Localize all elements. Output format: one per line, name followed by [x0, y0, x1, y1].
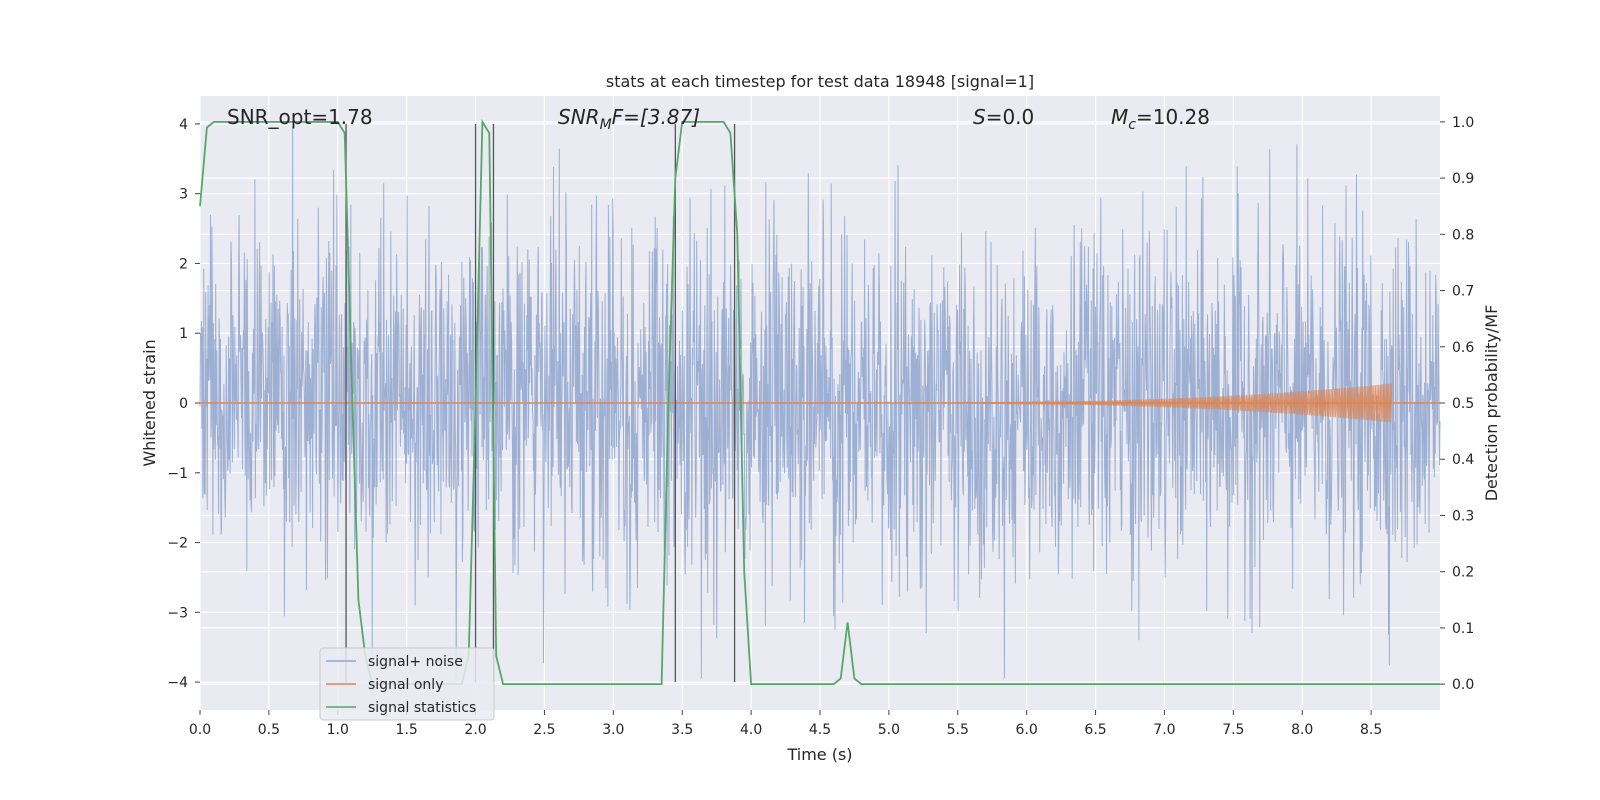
y-tick-label: −3 — [167, 605, 188, 621]
y-tick-label: −4 — [167, 675, 188, 691]
y2-axis-label: Detection probability/MF — [1482, 305, 1501, 502]
x-tick-label: 4.5 — [809, 722, 831, 738]
s-base: S — [973, 105, 986, 129]
annotation-mc: Mc=10.28 — [1111, 105, 1210, 133]
snr-mf-base: SNR — [558, 105, 600, 129]
y2-tick-label: 0.8 — [1452, 227, 1474, 243]
legend-label-signal-noise: signal+ noise — [368, 654, 463, 670]
y-tick-label: −2 — [167, 536, 188, 552]
y2-tick-label: 0.4 — [1452, 452, 1474, 468]
y2-tick-label: 0.0 — [1452, 677, 1474, 693]
x-tick-label: 5.0 — [878, 722, 900, 738]
y-tick-label: 0 — [179, 396, 188, 412]
x-tick-label: 3.0 — [602, 722, 624, 738]
x-tick-label: 5.5 — [947, 722, 969, 738]
x-tick-label: 1.5 — [396, 722, 418, 738]
y2-tick-label: 1.0 — [1452, 115, 1474, 131]
x-tick-label: 7.5 — [1222, 722, 1244, 738]
series-signal-statistics — [199, 118, 1440, 685]
y2-tick-label: 0.3 — [1452, 508, 1474, 524]
chart-title: stats at each timestep for test data 189… — [606, 72, 1034, 91]
annotation-snr-mf: SNRMF=[3.87] — [558, 105, 700, 133]
y-axis-label: Whitened strain — [140, 339, 159, 466]
legend-label-signal-only: signal only — [368, 677, 443, 693]
y2-tick-label: 0.7 — [1452, 284, 1474, 300]
series-signal-noise — [199, 127, 1441, 679]
x-tick-label: 6.5 — [1084, 722, 1106, 738]
x-tick-label: 3.5 — [671, 722, 693, 738]
x-tick-label: 8.5 — [1360, 722, 1382, 738]
y2-tick-label: 0.6 — [1452, 340, 1474, 356]
x-axis-ticks: 0.0 0.5 1.0 1.5 2.0 2.5 3.0 3.5 4.0 4.5 5.0 5.5 6.0 6… — [189, 710, 1382, 738]
x-tick-label: 2.0 — [464, 722, 486, 738]
legend-box — [319, 647, 495, 721]
y2-tick-label: 0.1 — [1452, 621, 1474, 637]
y2-tick-label: 0.2 — [1452, 565, 1474, 581]
s-tail: =0.0 — [986, 105, 1035, 129]
legend: signal+ noise signal only signal statist… — [319, 647, 495, 721]
x-tick-label: 8.0 — [1291, 722, 1313, 738]
y2-tick-label: 0.9 — [1452, 171, 1474, 187]
signal-statistics-line — [199, 118, 1440, 685]
mc-tail: =10.28 — [1136, 105, 1210, 129]
y2-axis-ticks: 0.0 0.1 0.2 0.3 0.4 0.5 0.6 0.7 0.8 0.9 1.0 — [1440, 115, 1474, 693]
x-tick-label: 1.0 — [327, 722, 349, 738]
snr-mf-tail: F=[3.87] — [612, 105, 700, 129]
y-tick-label: 4 — [179, 117, 188, 133]
snr-mf-sub: M — [600, 117, 612, 133]
x-tick-label: 6.0 — [1016, 722, 1038, 738]
series-signal-only — [200, 383, 1440, 423]
legend-label-signal-statistics: signal statistics — [368, 700, 476, 716]
mc-sub: c — [1128, 117, 1136, 133]
y-tick-label: 1 — [179, 326, 188, 342]
x-axis-label: Time (s) — [786, 745, 852, 764]
signal-only-chirp — [820, 383, 1393, 423]
y-tick-label: 2 — [179, 256, 188, 272]
x-tick-label: 2.5 — [533, 722, 555, 738]
x-tick-label: 7.0 — [1153, 722, 1175, 738]
x-tick-label: 0.0 — [189, 722, 211, 738]
mc-base: M — [1111, 105, 1128, 129]
x-tick-label: 0.5 — [258, 722, 280, 738]
y-tick-label: −1 — [167, 466, 188, 482]
y-tick-label: 3 — [179, 187, 188, 203]
y2-tick-label: 0.5 — [1452, 396, 1474, 412]
annotation-s: S=0.0 — [973, 105, 1034, 129]
y-axis-ticks: −4 −3 −2 −1 0 1 2 3 4 — [167, 117, 200, 691]
x-tick-label: 4.0 — [740, 722, 762, 738]
annotation-snr-opt: SNR_opt=1.78 — [227, 105, 373, 129]
signal-noise-line — [199, 127, 1441, 679]
